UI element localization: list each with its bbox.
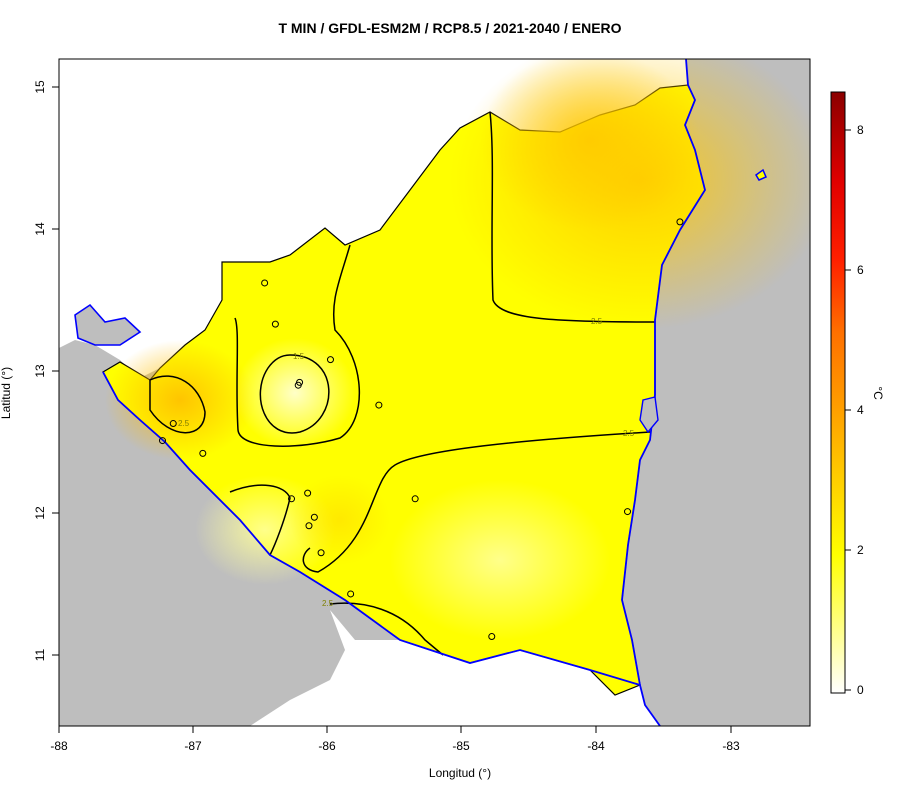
map-title: T MIN / GFDL-ESM2M / RCP8.5 / 2021-2040 … bbox=[278, 20, 622, 36]
station-marker bbox=[624, 508, 632, 516]
y-tick-labels: 11 12 13 14 15 bbox=[33, 80, 47, 661]
x-tick-labels: -88 -87 -86 -85 -84 -83 bbox=[50, 739, 740, 753]
colorbar-tick-label: 8 bbox=[857, 123, 864, 137]
contour-lines bbox=[149, 111, 656, 656]
x-axis-label: Longitud (°) bbox=[428, 766, 492, 780]
y-tick-label: 11 bbox=[33, 648, 47, 661]
station-marker bbox=[199, 449, 207, 457]
station-marker bbox=[326, 356, 334, 364]
x-axis bbox=[58, 725, 732, 733]
station-marker bbox=[310, 513, 318, 521]
x-tick-label: -84 bbox=[587, 739, 605, 753]
station-marker bbox=[676, 218, 684, 226]
y-axis-label: Latitud (°) bbox=[0, 366, 13, 420]
gulf-fonseca-coast bbox=[74, 303, 142, 346]
station-marker bbox=[169, 420, 177, 428]
contour-label: 1.5 bbox=[293, 352, 305, 361]
station-marker bbox=[271, 320, 279, 328]
x-tick-label: -87 bbox=[184, 739, 202, 753]
y-tick-label: 12 bbox=[33, 506, 47, 520]
colorbar-tick-label: 2 bbox=[857, 543, 864, 557]
colorbar-tick-label: 6 bbox=[857, 263, 864, 277]
contour-label-group: 2.5 1.5 2.5 2.5 2.5 bbox=[178, 317, 635, 608]
contour-label: 2.5 bbox=[591, 317, 603, 326]
pearl-lagoon bbox=[639, 396, 659, 434]
honduras-region bbox=[59, 59, 688, 378]
colorbar-ticks bbox=[845, 129, 851, 691]
contour-label: 2.5 bbox=[623, 429, 635, 438]
x-tick-label: -88 bbox=[50, 739, 68, 753]
colorbar-unit: °C bbox=[871, 386, 885, 400]
y-tick-label: 14 bbox=[33, 222, 47, 236]
x-tick-label: -85 bbox=[452, 739, 470, 753]
temperature-shading bbox=[105, 59, 810, 640]
station-marker bbox=[261, 279, 269, 287]
y-axis bbox=[52, 86, 60, 656]
colorbar bbox=[830, 91, 846, 694]
y-tick-label: 13 bbox=[33, 364, 47, 378]
station-marker bbox=[488, 633, 496, 641]
coastline-east bbox=[621, 59, 706, 686]
caribbean-island bbox=[755, 168, 767, 181]
station-markers bbox=[158, 218, 684, 641]
station-marker bbox=[288, 495, 296, 503]
y-tick-label: 15 bbox=[33, 80, 47, 94]
station-marker bbox=[158, 437, 166, 445]
colorbar-tick-label: 0 bbox=[857, 683, 864, 697]
x-tick-label: -86 bbox=[318, 739, 336, 753]
station-marker bbox=[375, 401, 383, 409]
colorbar-tick-labels: 0 2 4 6 8 bbox=[857, 123, 864, 697]
station-marker bbox=[305, 522, 313, 530]
station-marker bbox=[296, 378, 304, 386]
station-marker bbox=[411, 495, 419, 503]
station-marker bbox=[304, 489, 312, 497]
colorbar-tick-label: 4 bbox=[857, 403, 864, 417]
contour-label: 2.5 bbox=[178, 419, 190, 428]
costa-rica-region bbox=[250, 610, 660, 726]
station-marker bbox=[347, 590, 355, 598]
coastline bbox=[102, 371, 661, 726]
station-marker bbox=[317, 549, 325, 557]
contour-label: 2.5 bbox=[322, 599, 334, 608]
x-tick-label: -83 bbox=[722, 739, 740, 753]
